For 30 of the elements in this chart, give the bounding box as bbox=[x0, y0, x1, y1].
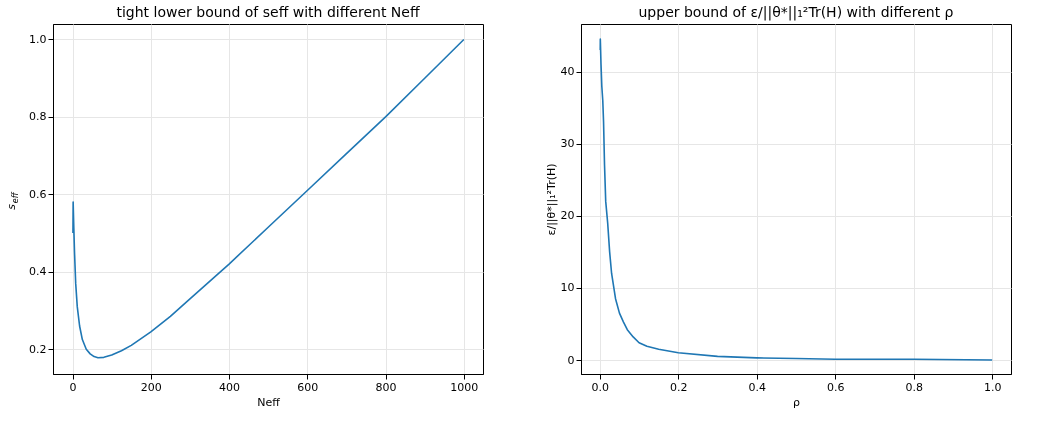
x-tick-label: 0.0 bbox=[591, 380, 610, 394]
y-tick-label: 40 bbox=[560, 65, 575, 79]
y-tick-label: 10 bbox=[560, 281, 575, 295]
x-tick-label: 600 bbox=[297, 380, 319, 394]
y-tick-label: 0 bbox=[567, 353, 575, 367]
x-axis-title: ρ bbox=[793, 395, 801, 409]
x-tick-label: 0.6 bbox=[826, 380, 845, 394]
chart-title: upper bound of ε/||θ*||₁²Tr(H) with different ρ bbox=[638, 4, 954, 21]
line-series bbox=[72, 38, 465, 359]
x-axis-title: Neff bbox=[257, 395, 281, 409]
x-tick-label: 0.8 bbox=[905, 380, 923, 394]
y-tick-label: 20 bbox=[560, 209, 575, 223]
x-tick-label: 200 bbox=[140, 380, 162, 394]
chart-title: tight lower bound of seff with different Neff bbox=[116, 4, 420, 20]
x-tick-label: 0.2 bbox=[670, 380, 688, 394]
y-axis-title: seff bbox=[5, 191, 20, 210]
x-tick-label: 1000 bbox=[450, 380, 479, 394]
y-axis-title: ε/||θ*||₁²Tr(H) bbox=[544, 163, 558, 236]
line-series bbox=[599, 38, 993, 361]
x-tick-label: 800 bbox=[375, 380, 397, 394]
x-tick-label: 1.0 bbox=[983, 380, 1002, 394]
y-tick-label: 0.6 bbox=[29, 187, 47, 201]
x-tick-label: 0.4 bbox=[748, 380, 767, 394]
y-tick-label: 1.0 bbox=[29, 32, 47, 46]
y-tick-label: 0.4 bbox=[29, 265, 47, 279]
x-tick-label: 400 bbox=[219, 380, 241, 394]
y-tick-label: 0.8 bbox=[29, 110, 47, 124]
y-tick-label: 0.2 bbox=[29, 342, 47, 356]
x-tick-label: 0 bbox=[69, 380, 77, 394]
y-tick-label: 30 bbox=[560, 137, 575, 151]
